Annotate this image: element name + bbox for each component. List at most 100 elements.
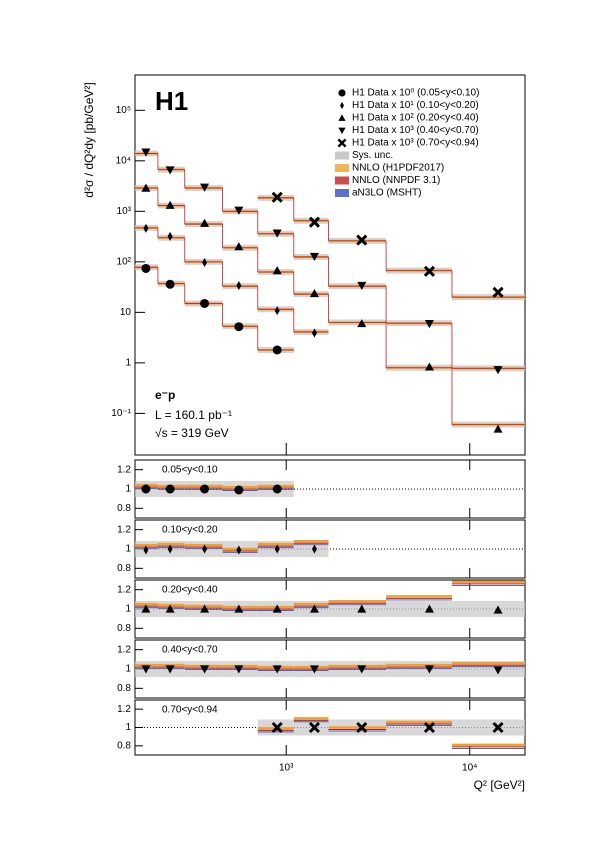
data-point	[424, 604, 434, 613]
data-point	[274, 544, 280, 554]
y-tick-label: 0.8	[117, 740, 131, 751]
panel-label: 0.10<y<0.20	[162, 525, 218, 536]
legend-marker	[337, 138, 347, 148]
data-point	[141, 183, 151, 192]
legend-label: H1 Data x 10³ (0.70<y<0.94)	[352, 138, 479, 149]
legend-label: Sys. unc.	[352, 150, 393, 161]
data-point	[167, 231, 173, 241]
data-point	[141, 604, 151, 613]
data-point	[356, 721, 368, 734]
y-tick-label: 1	[125, 722, 131, 733]
legend-marker	[338, 127, 346, 135]
annotation: L = 160.1 pb⁻¹	[155, 408, 232, 422]
data-point	[236, 281, 242, 291]
data-point	[309, 604, 319, 613]
x-tick-label: 10³	[279, 763, 294, 774]
data-point	[309, 289, 319, 298]
y-axis-label: d²σ / dQ²dy [pb/GeV²]	[82, 82, 96, 197]
data-point	[200, 665, 210, 674]
y-tick-label: 1.2	[117, 524, 131, 535]
data-point	[311, 328, 317, 338]
data-point	[493, 424, 503, 433]
data-point	[272, 345, 282, 355]
annotation: √s = 319 GeV	[155, 426, 229, 440]
sys-band	[293, 719, 329, 736]
data-point	[165, 200, 175, 209]
x-axis-label: Q² [GeV²]	[474, 778, 525, 792]
sys-band	[451, 719, 525, 736]
data-point	[272, 484, 282, 494]
legend-label: H1 Data x 10² (0.20<y<0.40)	[352, 113, 479, 124]
data-point	[308, 721, 321, 734]
y-tick-label: 10⁻¹	[111, 408, 131, 419]
data-point	[202, 258, 208, 268]
data-point	[234, 485, 244, 495]
data-point	[357, 281, 367, 291]
panel-label: 0.40<y<0.70	[162, 645, 218, 656]
data-point	[271, 191, 283, 203]
data-point	[165, 279, 175, 289]
data-point	[309, 252, 319, 261]
panel-label: 0.70<y<0.94	[162, 705, 218, 716]
data-point	[272, 266, 282, 275]
legend-swatch	[335, 164, 349, 172]
data-point	[274, 306, 280, 316]
y-tick-label: 10²	[117, 256, 132, 267]
data-point	[423, 721, 435, 734]
data-point	[423, 265, 435, 277]
sys-band	[328, 661, 387, 677]
data-point	[141, 263, 151, 273]
data-point	[272, 665, 282, 674]
y-tick-label: 1	[125, 604, 131, 615]
chart-title: H1	[155, 86, 188, 116]
y-tick-label: 1	[125, 664, 131, 675]
y-tick-label: 10³	[117, 206, 132, 217]
data-point	[143, 545, 149, 555]
legend-swatch	[335, 176, 349, 185]
data-point	[308, 216, 321, 228]
data-point	[271, 721, 283, 734]
y-tick-label: 0.8	[117, 683, 131, 694]
data-point	[493, 666, 503, 675]
data-point	[357, 604, 367, 613]
y-tick-label: 10⁵	[116, 105, 131, 116]
data-point	[234, 665, 244, 674]
data-point	[165, 166, 175, 175]
data-point	[424, 362, 434, 371]
y-tick-label: 1	[125, 358, 131, 369]
data-point	[200, 484, 210, 494]
legend-label: H1 Data x 10¹ (0.10<y<0.20)	[352, 100, 479, 111]
legend-swatch	[335, 151, 349, 160]
data-point	[165, 484, 175, 494]
legend-marker	[338, 89, 346, 97]
data-point	[200, 183, 210, 192]
legend-label: NNLO (NNPDF 3.1)	[352, 175, 440, 186]
data-point	[272, 229, 282, 238]
data-point	[272, 604, 282, 613]
data-point	[234, 206, 244, 215]
y-tick-label: 1.2	[117, 584, 131, 595]
data-point	[236, 545, 242, 555]
legend-marker	[338, 114, 346, 121]
y-tick-label: 1.2	[117, 644, 131, 655]
data-point	[234, 322, 244, 332]
data-point	[311, 544, 317, 554]
y-tick-label: 10	[120, 307, 132, 318]
y-tick-label: 1	[125, 544, 131, 555]
data-point	[357, 665, 367, 674]
panel-label: 0.05<y<0.10	[162, 465, 218, 476]
data-point	[234, 242, 244, 251]
data-point	[202, 544, 208, 554]
data-point	[167, 544, 173, 554]
y-tick-label: 0.8	[117, 563, 131, 574]
data-point	[357, 319, 367, 328]
x-tick-label: 10⁴	[462, 763, 477, 774]
legend-swatch	[335, 189, 349, 197]
sys-band	[386, 601, 452, 617]
y-tick-label: 1.2	[117, 704, 131, 715]
y-tick-label: 10⁴	[116, 155, 131, 166]
data-point	[141, 148, 151, 157]
data-point	[200, 604, 210, 613]
